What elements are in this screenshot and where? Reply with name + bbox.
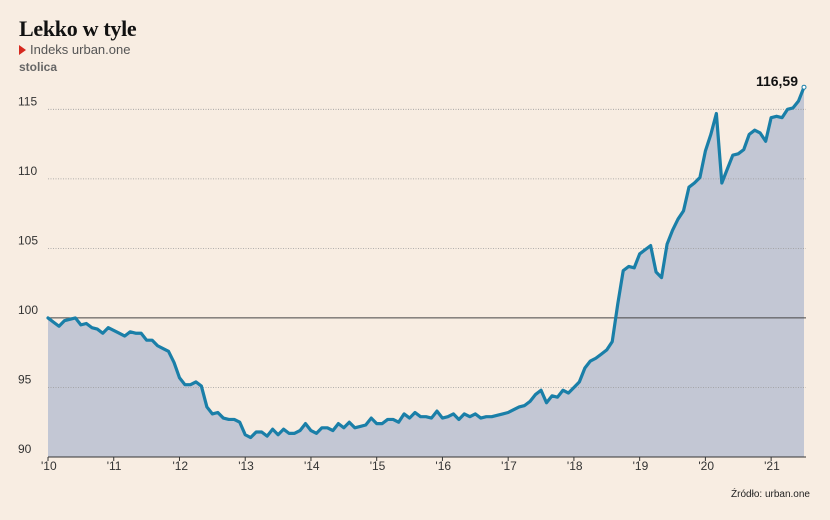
grid-layer <box>47 108 806 461</box>
y-tick-label: 90 <box>18 442 32 456</box>
x-tick-label: '14 <box>304 459 320 473</box>
legend-label: Indeks urban.one <box>30 42 131 57</box>
x-tick-label: '12 <box>172 459 188 473</box>
chart-subtitle: stolica <box>19 60 58 74</box>
x-tick-label: '13 <box>238 459 254 473</box>
x-tick-label: '18 <box>567 459 583 473</box>
y-tick-label: 115 <box>18 94 37 108</box>
chart-title: Lekko w tyle <box>19 16 137 41</box>
area-fill <box>48 87 804 457</box>
end-value-label: 116,59 <box>756 73 798 89</box>
x-tick-label: '19 <box>633 459 649 473</box>
line-layer <box>46 84 807 440</box>
y-tick-label: 110 <box>18 164 37 178</box>
series-line <box>46 85 806 440</box>
legend: Indeks urban.one <box>19 42 130 57</box>
area-layer <box>48 87 804 457</box>
x-tick-label: '16 <box>435 459 451 473</box>
source-note: Źródło: urban.one <box>731 489 810 500</box>
legend-marker-icon <box>19 44 26 55</box>
x-tick-label: '21 <box>764 459 780 473</box>
label-layer: 90 95 100 105 110 115 '10 '11 '12 '13 '14 '15 '16 '17… <box>18 73 798 473</box>
x-tick-label: '15 <box>370 459 386 473</box>
end-point <box>801 84 807 90</box>
y-tick-label: 100 <box>18 303 38 317</box>
x-tick-label: '20 <box>698 459 714 473</box>
x-tick-label: '11 <box>107 459 122 473</box>
y-tick-label: 95 <box>18 372 32 386</box>
x-tick-label: '10 <box>41 459 57 473</box>
y-tick-label: 105 <box>18 233 38 247</box>
x-tick-label: '17 <box>501 459 517 473</box>
